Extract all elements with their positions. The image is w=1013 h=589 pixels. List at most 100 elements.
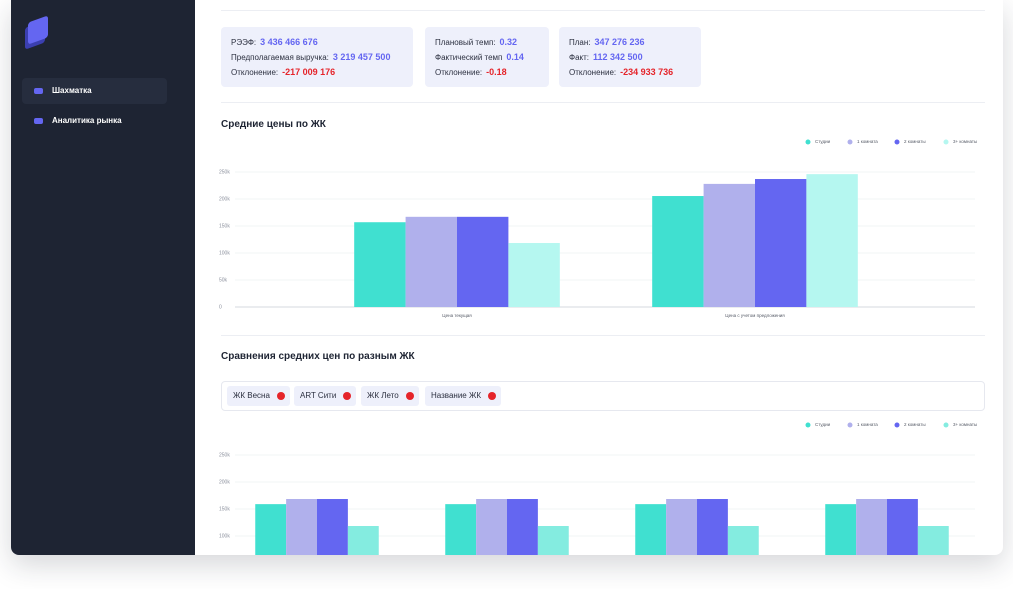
chip-label: ЖК Весна [233,391,270,400]
stat-row: Предполагаемая выручка: 3 219 457 500 [231,51,403,66]
stat-row: Отклонение: -0.18 [435,66,539,81]
stat-value: 0.32 [499,37,518,47]
divider [221,10,985,11]
bar [508,243,560,307]
stat-label: Отклонение: [231,68,279,77]
bar [652,196,704,307]
stat-value: 3 219 457 500 [332,52,391,62]
filter-chip[interactable]: Название ЖК [425,386,502,406]
stat-value: -0.18 [486,67,507,77]
legend-label: 1 комната [857,139,878,144]
legend-dot [943,139,949,145]
bar [887,499,918,555]
bar [856,499,887,555]
stat-row: План: 347 276 236 [569,36,691,51]
bar [666,499,697,555]
legend-dot [847,139,853,145]
filter-chip[interactable]: ART Сити [294,386,357,406]
legend-label: 2 комнаты [904,422,926,427]
y-tick-label: 250k [219,452,230,458]
menu-item[interactable]: Шахматка [22,78,167,104]
divider [221,102,985,103]
chip-remove[interactable] [343,392,352,400]
legend-item[interactable]: 1 комната [847,422,879,428]
legend-item[interactable]: 3+ комнаты [943,139,978,145]
stat-label: РЭЭФ: [231,38,257,47]
stat-label: Плановый темп: [435,38,496,47]
bar [825,504,857,555]
legend-item[interactable]: Студии [805,139,831,145]
stat-card: План: 347 276 236 Факт: 112 342 500 Отклонен… [559,27,701,87]
y-tick-label: 200k [219,196,230,202]
menu-label: Шахматка [52,86,92,95]
y-tick-label: 250k [219,169,230,175]
section-title: Средние цены по ЖК [221,119,326,130]
stat-value: 3 436 466 676 [260,37,318,47]
y-tick-label: 0 [219,304,222,310]
legend-label: Студии [815,139,831,144]
bar [635,504,667,555]
stat-row: Отклонение: -217 009 176 [231,66,403,81]
bar [697,499,728,555]
bar [317,499,348,555]
stat-row: Отклонение: -234 933 736 [569,66,691,81]
x-tick-label: Цена текущая [442,313,472,318]
stat-label: Фактический темп [435,53,503,62]
legend-label: Студии [815,422,831,427]
legend-item[interactable]: Студии [805,422,831,428]
stat-value: 347 276 236 [594,37,645,47]
legend-item[interactable]: 3+ комнаты [943,422,978,428]
bar-chart: 0 50k 100k 150k 200k 250k Студии 1 комната 2 ком… [219,139,978,318]
stat-label: Отклонение: [569,68,617,77]
y-tick-label: 150k [219,506,230,512]
legend-dot [894,422,900,428]
bar [445,504,477,555]
bar [917,526,949,555]
legend-dot [847,422,853,428]
section-title: Сравнения средних цен по разным ЖК [221,351,415,362]
filter-chip[interactable]: ЖК Весна [227,386,290,406]
legend-dot [943,422,949,428]
bar [476,499,507,555]
bar [255,504,287,555]
filter-box: ЖК Весна ART Сити ЖК Лето Название ЖК [221,381,985,411]
chip-remove[interactable] [405,392,414,400]
bar [507,499,538,555]
bar [286,499,317,555]
app-window: Шахматка Аналитика рынка РЭЭФ: 3 436 466 … [11,0,1003,555]
stat-card: Плановый темп: 0.32 Фактический темп 0.14 От… [425,27,549,87]
legend-dot [805,422,811,428]
legend-dot [805,139,811,145]
legend-label: 3+ комнаты [953,139,977,144]
legend-label: 1 комната [857,422,878,427]
legend-item[interactable]: 2 комнаты [894,422,926,428]
y-tick-label: 150k [219,223,230,229]
menu-item[interactable]: Аналитика рынка [22,108,167,134]
x-tick-label: Цена с учетом предложения [725,313,785,318]
stat-label: План: [569,38,591,47]
chip-label: ЖК Лето [367,391,399,400]
y-tick-label: 100k [219,533,230,539]
bar [537,526,569,555]
bar-chart: 100k 150k 200k 250k Студии 1 комната 2 комнаты… [219,422,978,555]
legend-item[interactable]: 1 комната [847,139,879,145]
sidebar: Шахматка Аналитика рынка [11,0,195,555]
legend-item[interactable]: 2 комнаты [894,139,926,145]
chip-remove[interactable] [488,392,497,400]
bar [806,174,858,307]
stat-row: Факт: 112 342 500 [569,51,691,66]
legend-label: 3+ комнаты [953,422,977,427]
stat-row: РЭЭФ: 3 436 466 676 [231,36,403,51]
y-tick-label: 100k [219,250,230,256]
chip-remove[interactable] [276,392,285,400]
chip-label: ART Сити [300,391,337,400]
stat-row: Плановый темп: 0.32 [435,36,539,51]
bar [727,526,759,555]
stat-value: -217 009 176 [282,67,336,77]
bar [354,222,406,307]
y-tick-label: 200k [219,479,230,485]
stat-value: -234 933 736 [620,67,674,77]
filter-chip[interactable]: ЖК Лето [361,386,419,406]
y-tick-label: 50k [219,277,228,283]
